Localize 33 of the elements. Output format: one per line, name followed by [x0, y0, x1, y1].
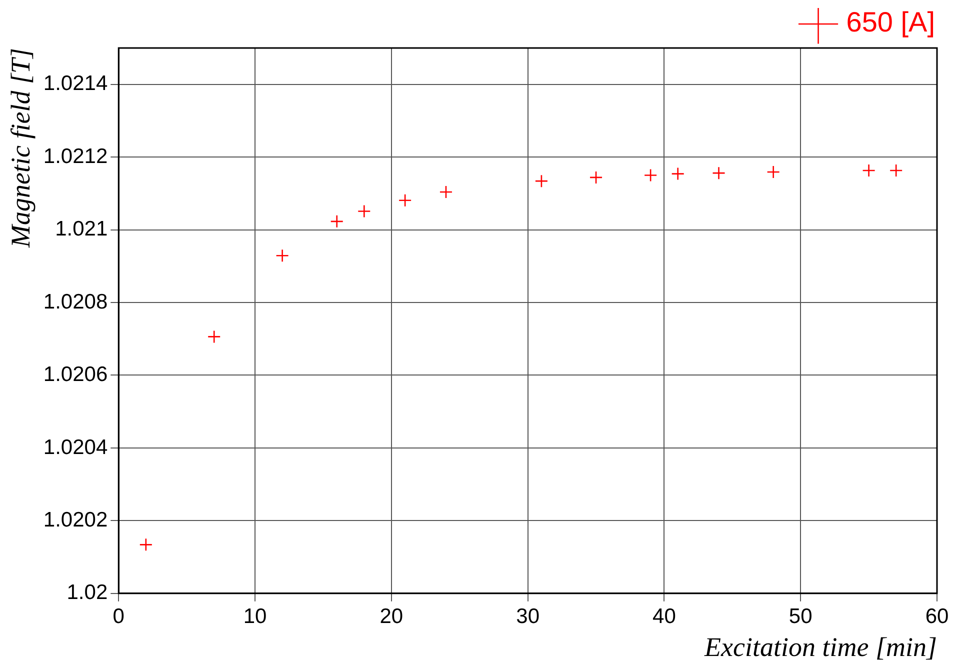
x-tick-label: 40	[652, 604, 676, 628]
x-tick-label: 20	[380, 604, 404, 628]
point	[589, 170, 603, 184]
point	[357, 204, 371, 218]
point	[671, 167, 684, 180]
point	[139, 538, 153, 552]
point	[330, 214, 344, 228]
point	[398, 194, 412, 207]
y-axis-title: Magnetic field [T]	[5, 48, 36, 248]
point	[439, 185, 453, 199]
point	[862, 164, 876, 178]
y-tick-label: 1.0208	[43, 290, 108, 314]
y-tick-label: 1.02	[66, 581, 108, 604]
point	[644, 168, 658, 182]
x-tick-label: 60	[925, 604, 949, 628]
y-tick-label: 1.0212	[43, 144, 108, 168]
point	[712, 166, 726, 180]
point	[766, 165, 780, 179]
y-tick-label: 1.021	[55, 218, 108, 241]
point	[534, 174, 548, 188]
y-tick-label: 1.0204	[43, 436, 108, 459]
y-tick-label: 1.0206	[43, 363, 108, 386]
legend-label: 650 [A]	[846, 6, 936, 38]
point	[276, 248, 289, 262]
x-tick-label: 10	[243, 604, 267, 628]
x-tick-label: 50	[788, 604, 812, 628]
y-tick-label: 1.0214	[43, 72, 108, 96]
x-tick-label: 0	[112, 604, 124, 628]
point	[889, 164, 903, 178]
point	[207, 330, 221, 344]
x-axis-title: Excitation time [min]	[704, 632, 937, 662]
x-tick-label: 30	[516, 604, 540, 628]
y-tick-label: 1.0202	[43, 508, 108, 532]
